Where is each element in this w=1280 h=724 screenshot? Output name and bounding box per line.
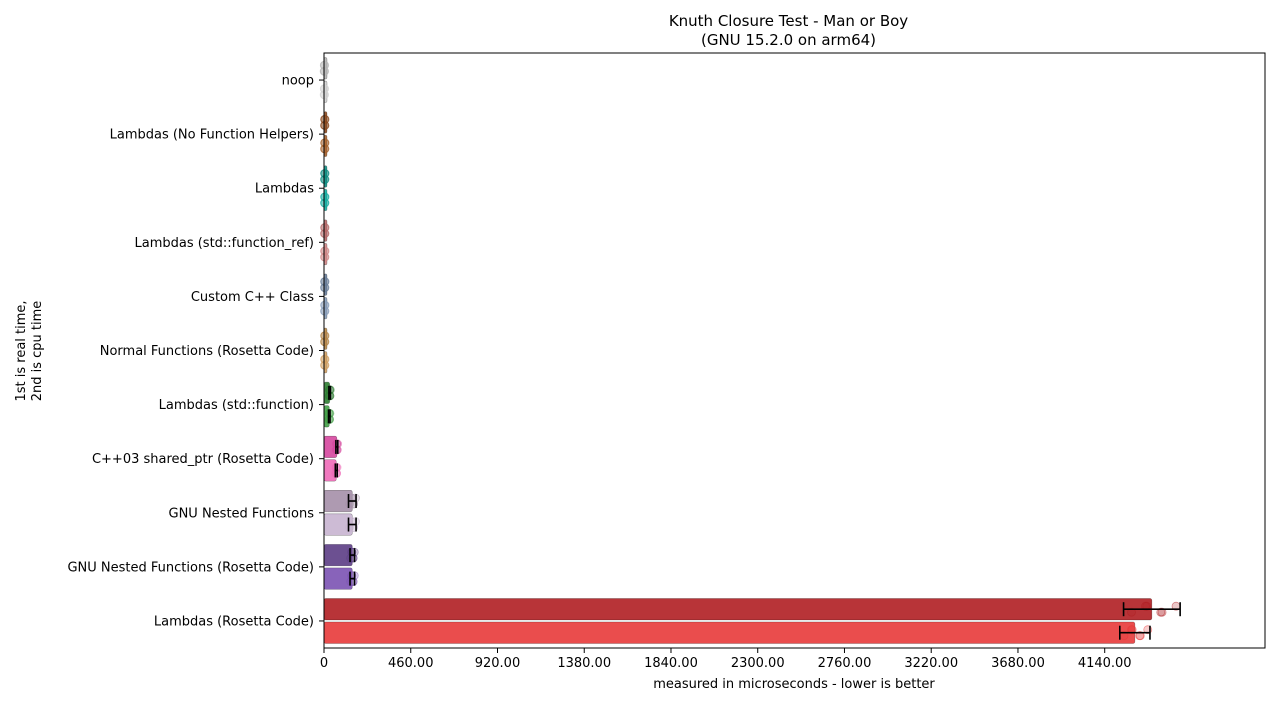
y-category-label-3: Lambdas (std::function_ref) <box>134 236 314 251</box>
y-category-label-7: C++03 shared_ptr (Rosetta Code) <box>92 452 314 467</box>
sample-point-cpu-5-5 <box>320 354 330 364</box>
x-tick-label-0: 0 <box>320 656 328 671</box>
y-category-label-6: Lambdas (std::function) <box>159 398 314 413</box>
sample-point-real-5-5 <box>320 331 330 341</box>
sample-point-cpu-4-5 <box>320 300 330 310</box>
sample-point-real-4-5 <box>320 277 330 287</box>
x-tick-label-7: 3220.00 <box>904 656 958 671</box>
sample-point-cpu-0-5 <box>320 84 330 94</box>
sample-point-real-10-3 <box>1141 601 1150 611</box>
y-category-labels: noop Lambdas (No Function Helpers) Lambdas… <box>67 74 324 629</box>
bar-cpu-10 <box>323 621 1136 644</box>
y-category-label-5: Normal Functions (Rosetta Code) <box>100 344 314 359</box>
y-axis-label-line1: 1st is real time, <box>14 300 29 401</box>
x-axis-label: measured in microseconds - lower is bett… <box>653 677 935 692</box>
x-tick-label-5: 2300.00 <box>731 656 785 671</box>
sample-point-real-3-5 <box>320 223 330 232</box>
x-tick-label-6: 2760.00 <box>818 656 872 671</box>
x-tick-label-2: 920.00 <box>475 656 521 671</box>
y-category-label-1: Lambdas (No Function Helpers) <box>110 128 314 143</box>
y-axis-label-line2: 2nd is cpu time <box>30 301 45 402</box>
x-tick-label-8: 3680.00 <box>991 656 1045 671</box>
y-category-label-0: noop <box>282 74 314 89</box>
bars-layer <box>319 57 1181 644</box>
plot-frame <box>323 52 1266 649</box>
sample-point-cpu-10-4 <box>1135 631 1145 641</box>
y-category-label-9: GNU Nested Functions (Rosetta Code) <box>67 560 314 575</box>
x-tick-label-1: 460.00 <box>388 656 434 671</box>
y-category-label-4: Custom C++ Class <box>191 290 314 305</box>
sample-point-real-0-5 <box>320 60 330 70</box>
chart-title-line2: (GNU 15.2.0 on arm64) <box>701 31 876 49</box>
sample-point-real-1-5 <box>320 114 330 124</box>
y-category-label-8: GNU Nested Functions <box>169 506 315 521</box>
x-ticks: 0 460.00 920.00 1380.00 1840.00 2300.00 2760.0… <box>320 648 1132 671</box>
y-category-label-10: Lambdas (Rosetta Code) <box>154 614 314 629</box>
sample-point-real-10-0 <box>1127 607 1136 617</box>
sample-point-real-10-4 <box>1156 607 1166 617</box>
y-category-label-2: Lambdas <box>255 182 314 197</box>
sample-point-cpu-2-5 <box>320 192 330 202</box>
chart-title-line1: Knuth Closure Test - Man or Boy <box>669 12 908 30</box>
sample-point-cpu-10-3 <box>1127 625 1136 635</box>
bar-real-10 <box>323 598 1153 621</box>
sample-point-real-2-5 <box>320 169 330 178</box>
sample-point-cpu-3-5 <box>320 246 330 256</box>
x-tick-label-4: 1840.00 <box>644 656 698 671</box>
x-tick-label-9: 4140.00 <box>1078 656 1132 671</box>
x-tick-label-3: 1380.00 <box>557 656 611 671</box>
sample-point-cpu-1-5 <box>320 138 330 148</box>
